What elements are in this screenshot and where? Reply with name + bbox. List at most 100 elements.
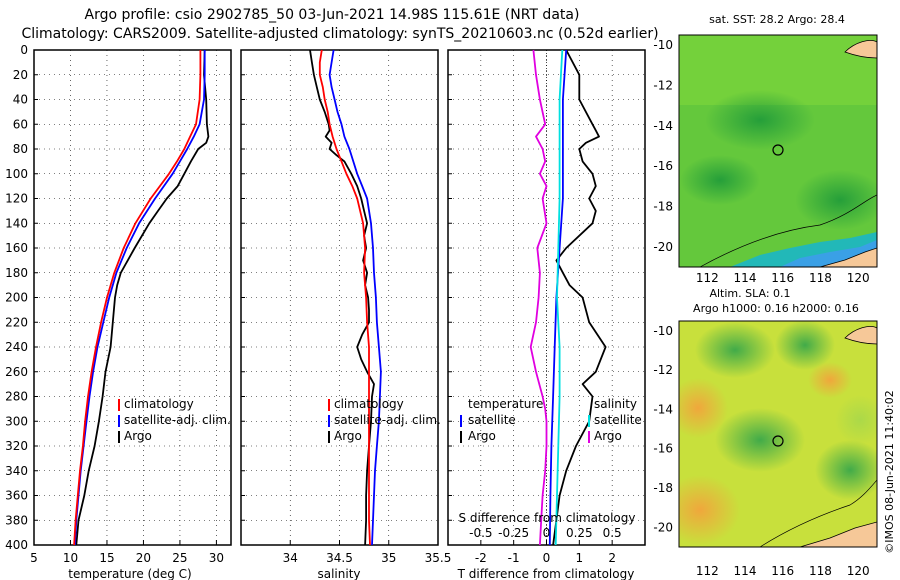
depth-tick-label: 360 (5, 489, 28, 503)
map-lon-tick-label: 120 (847, 564, 870, 578)
depth-tick-label: 60 (13, 117, 28, 131)
legend-climatology-label: climatology (124, 397, 194, 411)
sst-cool-patch (680, 155, 760, 205)
map-lon-tick-label: 114 (734, 271, 757, 285)
legend-salinity-heading: salinity (594, 397, 637, 411)
temperature-argo-line (75, 49, 210, 546)
salinity-axis-label: salinity (317, 567, 360, 580)
salinity-satellite-line (328, 49, 382, 546)
sst-cool-patch (705, 90, 815, 150)
depth-tick-label: 140 (5, 216, 28, 230)
map-sst (679, 35, 877, 267)
value-tick-label: 10 (63, 551, 78, 565)
value-tick-label: 35.5 (425, 551, 452, 565)
map-lat-tick-label: -18 (653, 481, 673, 495)
island-land (844, 326, 877, 345)
map-sst-frame (678, 34, 878, 268)
map-lat-tick-label: -16 (653, 159, 673, 173)
sla-high-patch (679, 475, 740, 545)
salinity-legend: climatology satellite-adj. clim. Argo (328, 397, 441, 443)
depth-tick-label: 220 (5, 315, 28, 329)
map-lon-tick-label: 120 (847, 271, 870, 285)
sla-high-patch (808, 362, 852, 398)
s-diff-argo-line (529, 49, 548, 546)
value-tick-label: 1 (576, 551, 584, 565)
map-lon-tick-label: 118 (809, 564, 832, 578)
map-sla-frame (678, 320, 878, 548)
value-tick-label: 5 (30, 551, 38, 565)
depth-tick-label: 100 (5, 167, 28, 181)
map-lon-tick-label: 112 (696, 271, 719, 285)
map-sla-title-2: Argo h1000: 0.16 h2000: 0.16 (693, 302, 859, 315)
depth-tick-label: 400 (5, 538, 28, 552)
title-line-2: Climatology: CARS2009. Satellite-adjuste… (21, 26, 658, 42)
bathymetry-contour (699, 194, 877, 267)
map-lat-tick-label: -12 (653, 78, 673, 92)
s-diff-satellite-line (554, 49, 564, 546)
t-difference-axis-label: T difference from climatology (457, 567, 635, 580)
map-lon-tick-label: 116 (771, 564, 794, 578)
legend-temperature-heading: temperature (468, 397, 543, 411)
top-value-tick-label: -0.25 (498, 526, 529, 540)
depth-tick-label: 160 (5, 241, 28, 255)
value-tick-label: 35 (381, 551, 396, 565)
map-sla (679, 321, 877, 547)
top-value-tick-label: -0.5 (469, 526, 492, 540)
map-lat-tick-label: -20 (653, 240, 673, 254)
legend-satellite-label: satellite-adj. clim. (334, 413, 441, 427)
sla-low-patch (695, 322, 775, 378)
legend-argo-label: Argo (334, 429, 362, 443)
map-sla-title-1: Altim. SLA: 0.1 (709, 287, 790, 300)
legend-s-satellite-label: satellite (594, 413, 642, 427)
value-tick-label: 34.5 (326, 551, 353, 565)
map-lat-tick-label: -14 (653, 402, 673, 416)
title-line-1: Argo profile: csio 2902785_50 03-Jun-202… (85, 7, 580, 23)
bathymetry-contour (759, 479, 877, 547)
imos-credit: ©IMOS 08-Jun-2021 11:40:02 (883, 390, 896, 554)
value-tick-label: 0 (543, 551, 551, 565)
value-tick-label: 25 (172, 551, 187, 565)
top-value-tick-label: 0.5 (603, 526, 622, 540)
map-lat-tick-label: -20 (653, 520, 673, 534)
depth-tick-label: 40 (13, 93, 28, 107)
depth-tick-label: 280 (5, 390, 28, 404)
temperature-panel-frame (33, 49, 232, 546)
sla-mid-patch (835, 395, 877, 445)
depth-tick-label: 240 (5, 340, 28, 354)
map-lon-tick-label: 116 (771, 271, 794, 285)
depth-tick-label: 0 (20, 43, 28, 57)
map-lat-tick-label: -12 (653, 363, 673, 377)
sla-low-patch (715, 408, 805, 472)
legend-t-satellite-label: satellite (468, 413, 516, 427)
depth-tick-label: 20 (13, 68, 28, 82)
top-value-tick-label: 0.25 (566, 526, 593, 540)
temperature-legend: climatology satellite-adj. clim. Argo (118, 397, 231, 443)
legend-s-argo-label: Argo (594, 429, 622, 443)
value-tick-label: 20 (136, 551, 151, 565)
depth-tick-label: 120 (5, 192, 28, 206)
legend-satellite-label: satellite-adj. clim. (124, 413, 231, 427)
map-lat-tick-label: -18 (653, 199, 673, 213)
difference-legend: temperature satellite Argo salinity sate… (460, 397, 642, 443)
value-tick-label: 15 (99, 551, 114, 565)
value-tick-label: 34 (283, 551, 298, 565)
map-lon-tick-label: 114 (734, 564, 757, 578)
value-tick-label: 2 (608, 551, 616, 565)
map-lat-tick-label: -14 (653, 119, 673, 133)
sla-high-patch (679, 378, 728, 438)
sla-low-patch (815, 440, 877, 500)
value-tick-label: -2 (475, 551, 487, 565)
map-lat-tick-label: -10 (653, 324, 673, 338)
temperature-climatology-line (73, 50, 202, 546)
depth-tick-label: 300 (5, 414, 28, 428)
map-lat-tick-label: -10 (653, 38, 673, 52)
map-sst-title: sat. SST: 28.2 Argo: 28.4 (709, 13, 845, 26)
legend-t-argo-label: Argo (468, 429, 496, 443)
value-tick-label: -1 (508, 551, 520, 565)
s-difference-axis-label: S difference from climatology (459, 511, 636, 525)
legend-argo-label: Argo (124, 429, 152, 443)
island-land (844, 40, 877, 59)
depth-tick-label: 80 (13, 142, 28, 156)
map-lon-tick-label: 118 (809, 271, 832, 285)
top-value-tick-label: 0 (543, 526, 551, 540)
